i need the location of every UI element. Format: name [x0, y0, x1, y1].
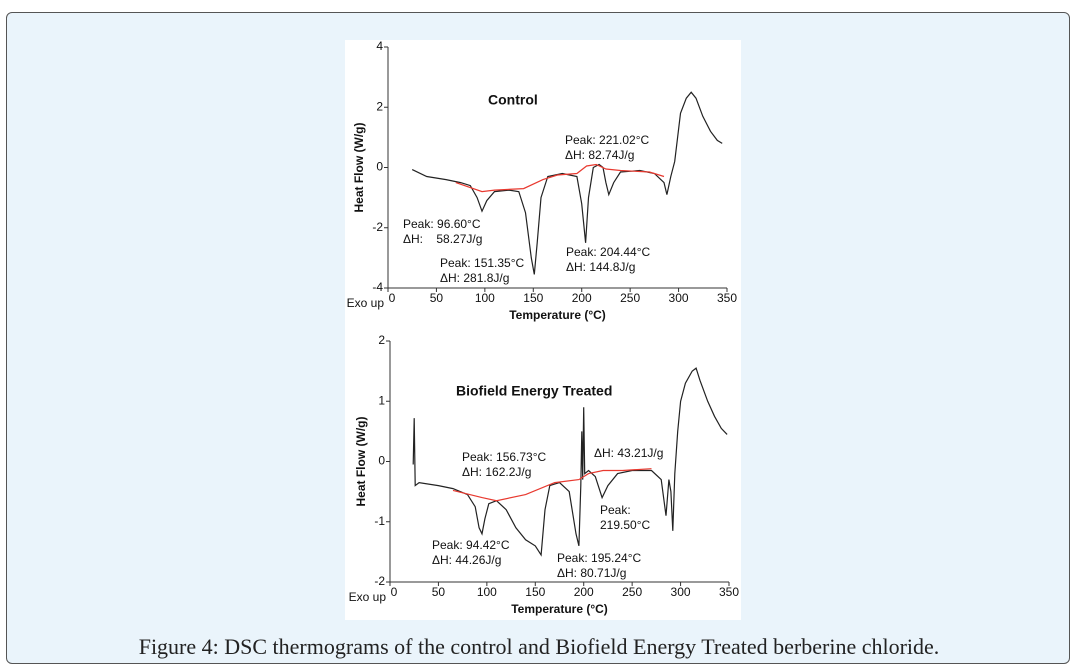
annotation: ΔH: 162.2J/g	[462, 465, 531, 479]
x-tick-label: 250	[622, 585, 642, 599]
annotation: ΔH: 58.27J/g	[403, 232, 482, 246]
x-tick-label: 200	[574, 585, 594, 599]
annotation: 219.50°C	[600, 518, 651, 532]
x-tick-label: 300	[671, 585, 691, 599]
annotation: Peak:	[600, 503, 631, 517]
x-tick-label: 150	[525, 585, 545, 599]
annotation: ΔH: 43.21J/g	[594, 446, 663, 460]
annotation: ΔH: 281.8J/g	[440, 271, 509, 285]
x-tick-label: 200	[572, 291, 592, 305]
thermogram-line	[412, 367, 728, 557]
y-tick-label: -1	[374, 514, 385, 528]
exo-label: Exo up	[347, 296, 385, 310]
chart-title: Control	[488, 92, 538, 108]
annotation: Peak: 156.73°C	[462, 450, 547, 464]
x-tick-label: 350	[717, 291, 737, 305]
x-tick-label: 250	[620, 291, 640, 305]
baseline-line	[452, 468, 652, 502]
y-tick-label: 2	[376, 99, 383, 113]
x-tick-label: 100	[475, 291, 495, 305]
annotation: ΔH: 82.74J/g	[565, 148, 634, 162]
y-tick-label: -4	[372, 280, 383, 294]
x-tick-label: 50	[432, 585, 446, 599]
caption: Figure 4: DSC thermograms of the control…	[138, 634, 940, 659]
x-axis-title: Temperature (°C)	[511, 602, 608, 616]
x-tick-label: 0	[391, 585, 398, 599]
y-axis-title: Heat Flow (W/g)	[352, 123, 366, 213]
annotation: Peak: 151.35°C	[440, 256, 525, 270]
y-tick-label: 2	[378, 333, 385, 347]
y-tick-label: 4	[376, 39, 383, 53]
annotation: Peak: 221.02°C	[565, 133, 650, 147]
chart-title: Biofield Energy Treated	[456, 383, 612, 399]
annotation: Peak: 94.42°C	[432, 538, 510, 552]
baseline-line	[455, 163, 665, 193]
y-tick-label: 0	[378, 454, 385, 468]
x-tick-label: 50	[430, 291, 444, 305]
y-tick-label: -2	[372, 220, 383, 234]
y-tick-label: 0	[376, 160, 383, 174]
annotation: Peak: 204.44°C	[566, 245, 651, 259]
annotation: Peak: 96.60°C	[403, 217, 481, 231]
x-tick-label: 0	[389, 291, 396, 305]
annotation: ΔH: 80.71J/g	[557, 566, 626, 580]
x-tick-label: 150	[523, 291, 543, 305]
exo-label: Exo up	[349, 590, 387, 604]
thermogram-line	[411, 91, 723, 275]
y-tick-label: 1	[378, 393, 385, 407]
annotation: ΔH: 144.8J/g	[566, 260, 635, 274]
x-axis-title: Temperature (°C)	[509, 308, 606, 322]
x-tick-label: 350	[719, 585, 739, 599]
annotation: ΔH: 44.26J/g	[432, 553, 501, 567]
x-tick-label: 300	[669, 291, 689, 305]
y-axis-title: Heat Flow (W/g)	[354, 417, 368, 507]
figure-background	[345, 40, 741, 620]
y-tick-label: -2	[374, 574, 385, 588]
annotation: Peak: 195.24°C	[557, 551, 642, 565]
x-tick-label: 100	[477, 585, 497, 599]
